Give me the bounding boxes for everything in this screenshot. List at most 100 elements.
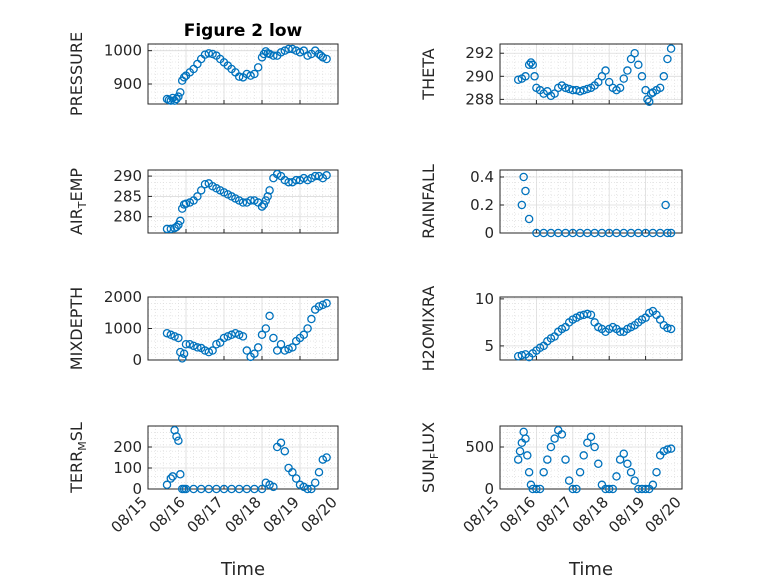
data-point	[208, 49, 217, 59]
data-point	[176, 216, 185, 226]
axes-box	[147, 169, 339, 234]
data-point	[637, 72, 647, 81]
data-point	[530, 72, 539, 81]
y-tick-label: 2000	[104, 288, 142, 306]
data-point	[181, 199, 191, 208]
data-point	[193, 192, 202, 201]
y-axis-label: SUNFLUX	[419, 422, 441, 493]
data-point	[238, 198, 248, 207]
data-point	[179, 349, 189, 358]
data-point	[659, 72, 669, 81]
data-point	[521, 72, 530, 81]
chart-title: Figure 2 low	[184, 21, 303, 41]
data-point	[641, 484, 650, 494]
y-axis-label: H2OMIXRA	[419, 286, 438, 372]
data-point	[168, 472, 177, 481]
data-point	[314, 302, 324, 311]
data-point	[652, 467, 661, 477]
data-point	[238, 332, 248, 341]
data-point	[619, 449, 629, 458]
data-point	[303, 324, 312, 333]
data-point	[515, 446, 525, 456]
data-point	[269, 482, 278, 492]
data-point	[265, 311, 274, 321]
data-point	[276, 48, 286, 57]
data-point	[615, 327, 625, 337]
data-point	[265, 186, 274, 195]
x-tick-label: 08/18	[569, 493, 612, 536]
data-point	[568, 484, 578, 494]
data-point	[176, 470, 185, 479]
data-point	[276, 339, 286, 349]
y-axis-label: MIXDEPTH	[67, 287, 86, 370]
data-point	[623, 66, 632, 75]
data-point	[242, 346, 252, 355]
y-tick-label: 900	[113, 75, 142, 93]
data-point	[528, 60, 538, 70]
x-tick-label: 08/15	[460, 493, 503, 536]
data-point	[526, 480, 536, 490]
y-tick-label: 285	[113, 187, 142, 205]
y-axis-label: THETA	[419, 48, 438, 100]
y-axis-label-subscript: F	[428, 453, 441, 459]
y-axis-label-part: EMP	[67, 168, 86, 202]
subplot-theta: 288 290 292 THETA	[419, 43, 683, 108]
data-point	[630, 48, 639, 58]
subplot-mixdepth: 0 1000 2000 MIXDEPTH	[67, 287, 339, 370]
x-tick-label: 08/18	[222, 493, 265, 536]
y-axis-label-part: SUN	[419, 459, 438, 493]
data-point	[288, 467, 297, 477]
data-point	[532, 484, 541, 494]
y-axis-label: AIRTEMP	[67, 168, 89, 235]
y-tick-label: 500	[465, 438, 494, 456]
data-point	[166, 474, 176, 483]
y-axis-label-part: AIR	[67, 208, 86, 235]
data-point	[583, 438, 592, 448]
data-point	[196, 186, 206, 195]
data-point	[204, 49, 214, 58]
data-point	[314, 467, 324, 477]
data-point	[170, 332, 179, 341]
x-tick-label: 08/19	[605, 493, 648, 536]
x-tick-label: 08/17	[532, 493, 575, 536]
data-point	[189, 341, 198, 351]
data-point	[185, 339, 195, 349]
data-point	[280, 446, 290, 456]
x-tick-label: 08/16	[146, 493, 189, 536]
y-tick-label: 0	[484, 480, 494, 498]
data-point	[666, 228, 676, 238]
data-point	[246, 196, 255, 205]
data-point	[280, 346, 290, 355]
data-point	[259, 200, 269, 209]
data-point	[250, 349, 259, 358]
data-point	[176, 88, 185, 97]
data-point	[661, 200, 670, 210]
y-tick-label: 1000	[104, 320, 142, 338]
data-point	[615, 83, 625, 93]
subplot-rainfall: 0 0.2 0.4 RAINFALL	[419, 164, 683, 242]
data-point	[557, 430, 567, 439]
data-point	[623, 459, 632, 469]
data-point	[663, 323, 672, 333]
data-point	[276, 438, 286, 448]
y-tick-label: 100	[113, 459, 142, 477]
data-point	[166, 330, 176, 340]
data-point	[619, 74, 629, 83]
data-point	[561, 83, 570, 93]
data-point	[586, 310, 596, 320]
data-point	[174, 436, 183, 445]
data-point	[261, 196, 271, 205]
y-axis-label-part: LUX	[419, 422, 438, 453]
y-axis-label-part: SL	[67, 422, 86, 441]
data-point	[284, 177, 293, 187]
y-tick-label: 0.2	[470, 196, 494, 214]
axes-box	[499, 296, 683, 361]
data-point	[307, 484, 316, 494]
y-axis-label: TERRMSL	[67, 422, 89, 494]
data-point	[322, 171, 331, 180]
data-point	[579, 451, 588, 460]
data-point	[615, 455, 625, 464]
data-point	[519, 172, 528, 182]
data-point	[174, 92, 183, 101]
data-point	[648, 480, 658, 490]
